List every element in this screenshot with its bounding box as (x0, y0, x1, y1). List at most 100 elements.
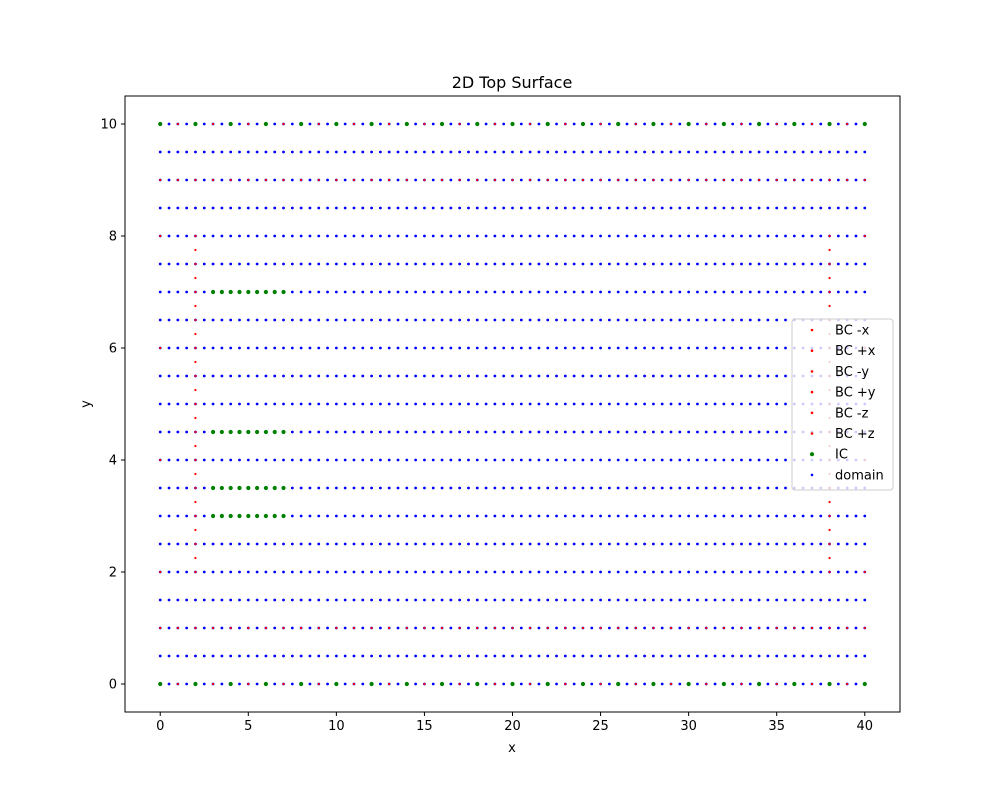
point-domain (202, 374, 206, 378)
point-domain (299, 598, 303, 602)
point-bc-z (529, 178, 532, 182)
point-domain (572, 318, 576, 322)
point-domain (748, 234, 752, 238)
point-domain (563, 598, 567, 602)
point-domain (607, 402, 611, 406)
point-bc-y (810, 682, 814, 686)
point-domain (810, 654, 814, 658)
point-domain (405, 458, 409, 462)
point-domain (616, 402, 620, 406)
point-domain (220, 542, 224, 546)
point-domain (748, 374, 752, 378)
point-domain (405, 570, 409, 574)
point-ic (862, 121, 867, 127)
point-domain (740, 514, 743, 518)
point-domain (537, 346, 541, 350)
point-domain (643, 346, 646, 350)
point-bc-z (652, 178, 655, 182)
point-domain (475, 150, 479, 154)
point-domain (740, 598, 743, 602)
point-domain (801, 654, 805, 658)
point-ic (272, 513, 277, 519)
point-bc-x (194, 304, 197, 308)
point-domain (563, 346, 567, 350)
point-domain (537, 318, 541, 322)
point-domain (202, 206, 206, 210)
point-domain (696, 374, 699, 378)
point-domain (467, 150, 470, 154)
point-domain (379, 458, 382, 462)
point-domain (449, 122, 453, 126)
point-domain (493, 654, 497, 658)
point-domain (246, 206, 250, 210)
point-domain (519, 290, 523, 294)
point-domain (343, 682, 347, 686)
point-domain (652, 150, 655, 154)
point-domain (766, 514, 770, 518)
point-domain (405, 514, 409, 518)
point-domain (370, 598, 373, 602)
point-domain (220, 374, 224, 378)
point-domain (308, 206, 312, 210)
point-domain (775, 458, 779, 462)
point-domain (502, 542, 506, 546)
point-ic (281, 289, 286, 295)
point-domain (334, 150, 338, 154)
point-domain (326, 262, 329, 266)
point-domain (273, 654, 277, 658)
point-domain (678, 290, 682, 294)
point-domain (185, 654, 189, 658)
point-domain (607, 654, 611, 658)
point-domain (273, 234, 277, 238)
point-domain (634, 570, 638, 574)
point-domain (493, 374, 497, 378)
point-domain (722, 402, 726, 406)
point-domain (616, 234, 620, 238)
point-domain (246, 262, 250, 266)
point-domain (810, 262, 814, 266)
point-domain (555, 570, 558, 574)
point-domain (836, 626, 840, 630)
point-ic (158, 121, 163, 127)
point-domain (863, 150, 867, 154)
point-domain (537, 234, 541, 238)
point-domain (484, 542, 488, 546)
point-bc-y (529, 682, 532, 686)
point-domain (819, 262, 823, 266)
point-bc-z (405, 626, 408, 630)
point-domain (748, 178, 752, 182)
point-domain (528, 598, 532, 602)
point-domain (836, 654, 840, 658)
point-bc-x (194, 458, 197, 462)
point-domain (784, 318, 787, 322)
point-domain (423, 486, 426, 490)
point-domain (176, 318, 180, 322)
point-domain (757, 262, 761, 266)
point-domain (819, 598, 823, 602)
point-domain (696, 262, 699, 266)
point-domain (696, 514, 699, 518)
point-domain (185, 122, 189, 126)
point-domain (317, 374, 321, 378)
point-domain (704, 458, 708, 462)
point-domain (669, 458, 673, 462)
point-domain (370, 486, 373, 490)
point-domain (238, 374, 241, 378)
point-domain (502, 234, 506, 238)
point-domain (334, 234, 338, 238)
point-domain (185, 458, 189, 462)
point-bc-z (493, 626, 496, 630)
point-domain (431, 654, 435, 658)
point-domain (634, 374, 638, 378)
series-domain (158, 122, 867, 686)
point-domain (343, 374, 347, 378)
legend-marker (810, 328, 814, 332)
point-domain (220, 262, 224, 266)
point-domain (810, 598, 814, 602)
point-domain (792, 206, 796, 210)
point-domain (766, 346, 770, 350)
point-domain (449, 234, 453, 238)
point-domain (607, 262, 611, 266)
point-domain (176, 458, 180, 462)
